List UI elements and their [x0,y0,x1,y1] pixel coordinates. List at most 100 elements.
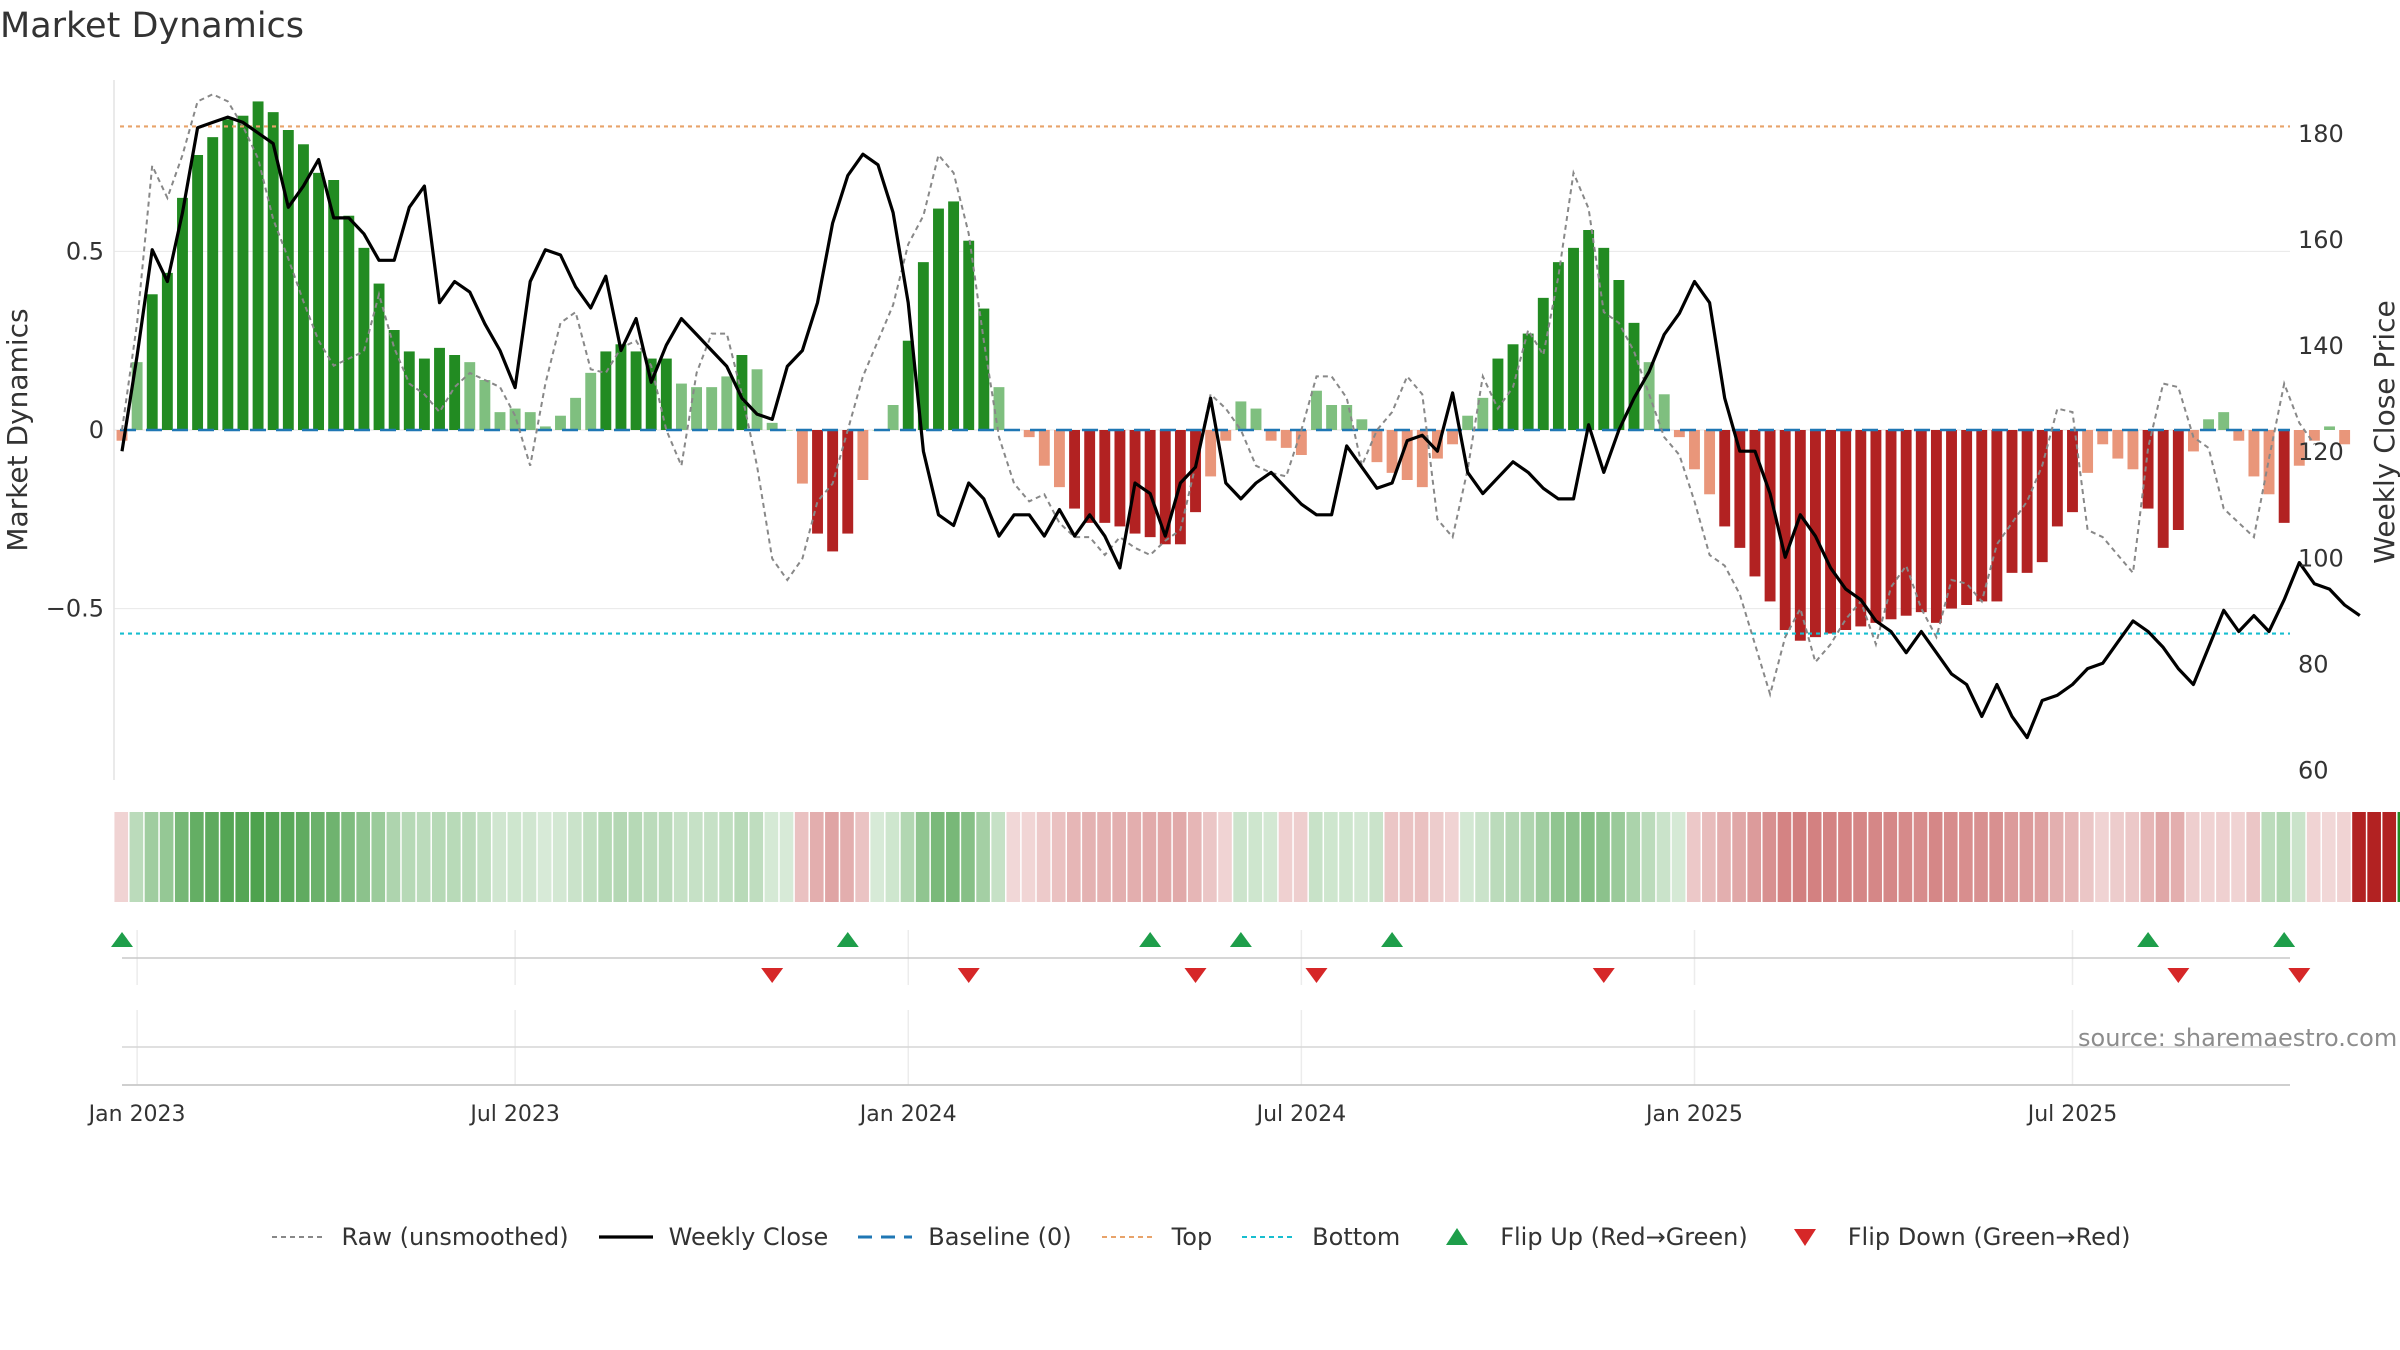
regime-cell [250,812,265,902]
regime-cell [1097,812,1111,902]
regime-cell [583,812,597,902]
regime-cell [2382,812,2397,902]
dynamics-bar [1431,430,1443,459]
legend-glyph-top [1101,1236,1156,1238]
flip-up-marker [1139,932,1162,947]
dynamics-bar [2218,412,2230,430]
x-tick-label: Jul 2023 [468,1102,560,1127]
regime-cell [1762,812,1777,902]
x-tick-label: Jan 2025 [1644,1102,1743,1127]
dynamics-bar [948,201,960,430]
regime-cell [280,812,295,902]
regime-strip [114,812,2400,902]
dynamics-bar [1930,430,1942,623]
raw-series [121,93,2316,698]
dynamics-bar [1038,430,1050,466]
regime-cell [809,812,824,902]
flip-up-marker [2137,932,2160,947]
regime-cell [2019,812,2034,902]
dynamics-bar [1870,430,1882,623]
dynamics-bar [131,362,143,430]
chart-title: Market Dynamics [0,6,305,46]
legend-item-raw: Raw (unsmoothed) [270,1223,569,1251]
dynamics-bar [494,412,506,430]
x-tick-label: Jul 2025 [2026,1102,2118,1127]
dynamics-bar [1069,430,1081,509]
regime-cell [386,812,401,902]
flip-down-marker [957,968,980,983]
regime-cell [1429,812,1444,902]
regime-cell [1324,812,1338,902]
regime-cell [2080,812,2094,902]
dynamics-bar [479,380,491,430]
legend-item-baseline: Baseline (0) [856,1223,1072,1251]
legend-label: Top [1171,1223,1213,1251]
raw-line [121,93,2316,698]
regime-cell [1550,812,1565,902]
reference-lines [120,125,2290,635]
dynamics-bar [660,358,672,430]
y2-tick-label: 160 [2298,226,2344,254]
legend-label: Flip Down (Green→Red) [1847,1223,2131,1251]
dynamics-bar [978,308,990,430]
regime-cell [2352,812,2366,902]
dynamics-bar [1386,430,1398,473]
legend-item-bottom: Bottom [1240,1223,1400,1251]
legend: Raw (unsmoothed) Weekly Close Baseline (0)… [0,1212,2400,1262]
regime-cell [628,812,643,902]
regime-cell [2216,812,2230,902]
regime-cell [431,812,446,902]
dynamics-bar [766,422,778,430]
dynamics-bar [842,430,854,534]
dynamics-bar [1205,430,1217,477]
legend-item-flip_down: Flip Down (Green→Red) [1776,1223,2131,1251]
flip-up-marker [111,932,133,947]
dynamics-bar [1976,430,1988,602]
regime-cell [1036,812,1051,902]
dynamics-bar [1764,430,1776,602]
regime-cell [401,812,416,902]
dynamics-bar [146,294,158,430]
regime-cell [1445,812,1459,902]
dynamics-bar [1053,430,1065,488]
regime-cell [2397,812,2400,902]
regime-cell [492,812,507,902]
regime-cell [840,812,854,902]
weekly-close-line [120,115,2361,740]
dynamics-bar [2308,430,2320,441]
bar-series [116,101,2351,641]
dynamics-bar [2051,430,2063,527]
dynamics-bar [1704,430,1716,495]
flip-down-marker [761,968,784,983]
regime-cell [144,812,159,902]
regime-cell [2321,812,2336,902]
regime-cell [658,812,673,902]
dynamics-bar [2172,430,2184,530]
regime-cell [825,812,839,902]
regime-cell [794,812,809,902]
dynamics-bar [449,355,461,430]
regime-cell [1686,812,1701,902]
x-tick-label: Jan 2024 [858,1102,957,1127]
regime-cell [1187,812,1202,902]
dynamics-bar [1416,430,1428,488]
dynamics-bar [1250,408,1262,430]
dynamics-bar [1295,430,1307,455]
legend-symbol [1446,1228,1469,1245]
legend-label: Bottom [1312,1223,1401,1251]
dynamics-bar [1749,430,1761,577]
bottom-panel: Jan 2023 Jul 2023 Jan 2024 Jul 2024 Jan 2025… [87,1010,2290,1127]
dynamics-bar [343,215,355,430]
regime-cell [462,812,476,902]
regime-cell [1747,812,1762,902]
regime-cell [1248,812,1263,902]
dynamics-bar [1341,405,1353,430]
dynamics-bar [1825,430,1837,634]
legend-item-close: Weekly Close [597,1223,828,1251]
regime-cell [961,812,975,902]
dynamics-bar [706,387,718,430]
dynamics-bar [2233,430,2245,441]
dynamics-bar [282,130,294,430]
regime-cell [1656,812,1671,902]
regime-cell [779,812,794,902]
